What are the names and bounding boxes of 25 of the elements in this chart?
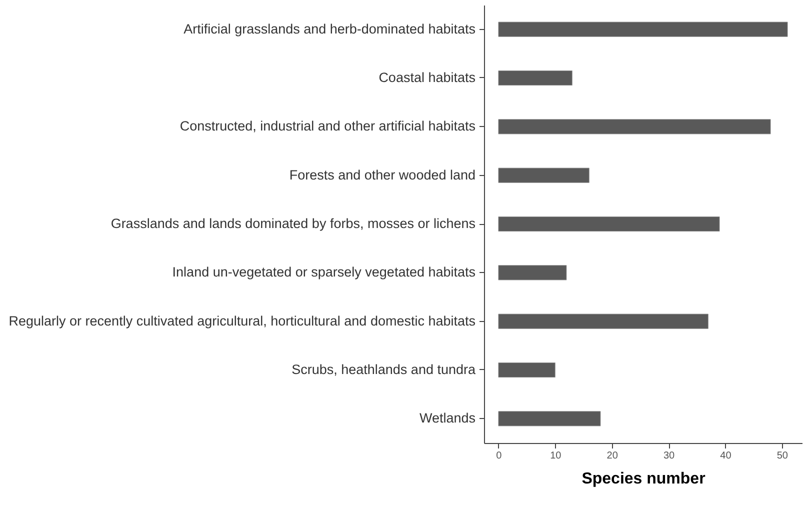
x-tick-label: 50: [776, 450, 788, 462]
x-tick-label: 0: [496, 450, 502, 462]
y-tick-label: Forests and other wooded land: [289, 167, 476, 182]
x-tick-label: 20: [606, 450, 618, 462]
bar: [498, 362, 556, 378]
bar: [498, 168, 590, 183]
y-tick-label: Constructed, industrial and other artificial habitats: [180, 118, 476, 134]
x-tick-label: 10: [550, 450, 562, 462]
bar: [498, 22, 788, 37]
y-tick-label: Regularly or recently cultivated agricultural, horticultural and domestic habitats: [8, 313, 476, 328]
y-tick-label: Wetlands: [419, 410, 476, 426]
y-tick-label: Scrubs, heathlands and tundra: [292, 362, 476, 377]
bar: [498, 411, 601, 426]
bar: [498, 216, 720, 232]
x-axis-title: Species number: [582, 470, 706, 488]
bar: [498, 70, 572, 86]
y-tick-label: Grasslands and lands dominated by forbs, mosses or lichens: [110, 216, 476, 231]
y-tick-label: Artificial grasslands and herb-dominated habitats: [184, 21, 476, 36]
bar: [498, 314, 708, 329]
y-tick-label: Inland un-vegetated or sparsely vegetated habitats: [172, 264, 476, 280]
x-tick-label: 40: [720, 450, 732, 462]
bar: [498, 265, 567, 280]
bar: [498, 119, 771, 134]
y-tick-label: Coastal habitats: [378, 70, 476, 85]
x-tick-label: 30: [663, 450, 676, 462]
